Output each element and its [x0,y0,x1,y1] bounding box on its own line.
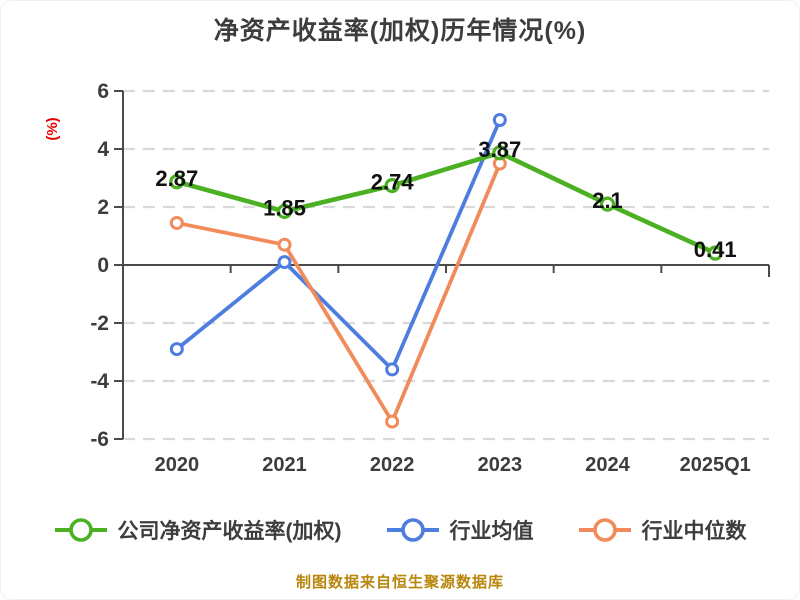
x-tick-label: 2024 [585,454,630,476]
y-tick-label: -6 [90,428,109,451]
chart-source-note: 制图数据来自恒生聚源数据库 [295,574,504,591]
data-label-series-0: 0.41 [694,237,737,262]
data-point-series-1 [385,362,400,377]
data-label-series-0: 1.85 [263,195,306,220]
data-point-series-2 [385,414,400,429]
legend-marker-industry-median-icon [578,518,631,542]
series-line-1 [174,118,502,372]
data-point-series-0 [384,177,400,194]
x-tick-label: 2021 [262,454,307,476]
series-line-2 [174,161,502,424]
data-point-series-1 [169,342,184,357]
y-tick-label: -2 [90,312,109,335]
legend-marker-industry-mean-icon [386,518,439,542]
x-tick-label: 2025Q1 [680,454,751,476]
chart-legend: 公司净资产收益率(加权) 行业均值 行业中位数 [1,515,799,545]
legend-item-industry-mean: 行业均值 [386,515,534,545]
x-tick-label: 2023 [478,454,523,476]
data-point-series-1 [277,255,292,270]
legend-item-company-roe: 公司净资产收益率(加权) [54,515,342,545]
data-point-series-0 [599,196,616,212]
data-label-series-0: 2.1 [592,188,623,213]
chart-title: 净资产收益率(加权)历年情况(%) [213,17,587,45]
data-point-series-0 [169,174,185,190]
data-point-series-1 [492,113,507,127]
data-point-series-0 [492,145,508,161]
legend-marker-company-roe-icon [54,518,107,542]
data-point-series-2 [277,237,292,252]
data-point-series-2 [169,215,184,230]
y-tick-label: 0 [97,254,109,277]
legend-label-company-roe: 公司净资产收益率(加权) [117,520,342,543]
x-tick-label: 2022 [370,454,415,476]
data-label-series-0: 3.87 [478,137,521,162]
y-tick-label: 4 [97,138,109,161]
y-axis-unit-label: (%) [44,117,61,140]
y-tick-label: -4 [90,370,109,393]
series-line-0 [174,150,718,256]
x-tick-label: 2020 [155,454,200,476]
roe-trend-line-chart: 6 4 2 0 -2 -4 -6 (%) 2020 2021 2022 2023 2024 2025Q1 2… [44,80,770,476]
y-tick-label: 2 [97,196,109,219]
legend-label-industry-mean: 行业均值 [449,520,534,543]
data-label-series-0: 2.87 [155,166,198,191]
data-point-series-0 [276,203,293,219]
legend-label-industry-median: 行业中位数 [641,520,747,543]
y-tick-label: 6 [97,80,109,103]
data-point-series-0 [707,245,723,261]
data-label-series-0: 2.74 [371,170,415,195]
legend-item-industry-median: 行业中位数 [578,515,747,545]
